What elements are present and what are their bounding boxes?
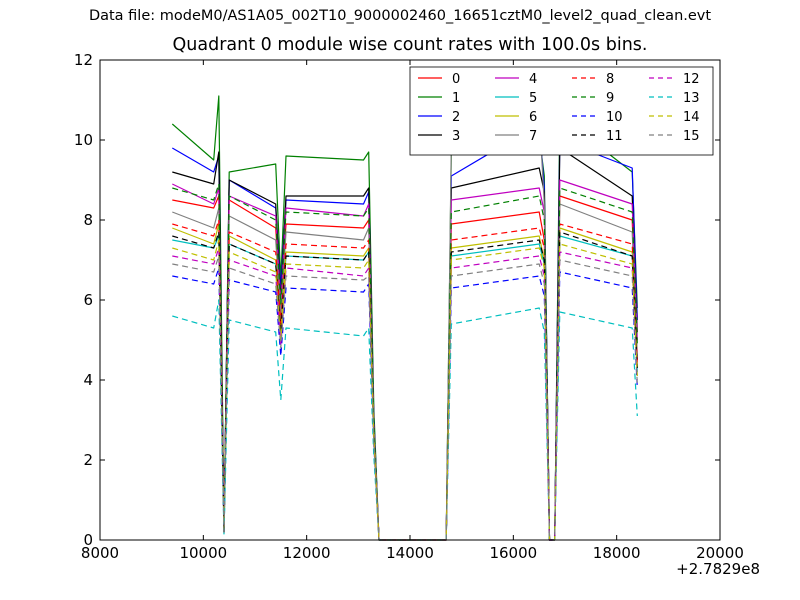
y-tick-label: 12 <box>74 51 93 69</box>
series-14-line <box>172 239 638 541</box>
series-7-line <box>172 111 638 541</box>
legend-label-9: 9 <box>606 91 614 106</box>
series-8-line <box>172 219 638 541</box>
y-tick-label: 6 <box>83 291 93 309</box>
series-1-line <box>171 95 638 541</box>
legend-label-15: 15 <box>683 129 700 144</box>
series-12-line <box>172 247 638 541</box>
series-layer <box>171 95 638 541</box>
x-tick-label: 10000 <box>179 544 227 562</box>
legend-label-10: 10 <box>606 110 623 125</box>
y-tick-label: 8 <box>83 211 93 229</box>
x-axis-offset-label: +2.7829e8 <box>676 560 760 578</box>
y-tick-label: 0 <box>83 531 93 549</box>
x-tick-label: 18000 <box>593 544 641 562</box>
series-5-line <box>172 235 638 541</box>
series-10-line <box>172 267 638 541</box>
y-tick-label: 2 <box>83 451 93 469</box>
legend-label-12: 12 <box>683 72 700 87</box>
series-13-line <box>172 299 638 541</box>
series-0-line <box>172 195 638 541</box>
x-tick-label: 20000 <box>696 544 744 562</box>
legend-box <box>409 66 714 156</box>
legend-label-5: 5 <box>529 91 537 106</box>
legend-label-4: 4 <box>529 72 537 87</box>
legend-label-14: 14 <box>683 110 700 125</box>
legend-label-11: 11 <box>606 129 623 144</box>
y-tick-label: 4 <box>83 371 93 389</box>
legend-label-6: 6 <box>529 110 537 125</box>
legend-label-8: 8 <box>606 72 614 87</box>
series-15-line <box>172 255 638 541</box>
y-tick-label: 10 <box>74 131 93 149</box>
legend-label-1: 1 <box>452 91 460 106</box>
series-6-line <box>172 223 638 541</box>
legend-label-13: 13 <box>683 91 700 106</box>
legend-label-7: 7 <box>529 129 537 144</box>
x-tick-label: 12000 <box>283 544 331 562</box>
chart-title: Quadrant 0 module wise count rates with … <box>172 35 648 55</box>
legend-label-3: 3 <box>452 129 460 144</box>
figure-suptitle: Data file: modeM0/AS1A05_002T10_90000024… <box>88 8 712 24</box>
x-axis: 8000 10000 12000 14000 16000 18000 20000 <box>81 60 744 562</box>
series-11-line <box>172 231 638 541</box>
x-tick-label: 16000 <box>489 544 537 562</box>
legend-label-2: 2 <box>452 110 460 125</box>
x-tick-label: 14000 <box>386 544 434 562</box>
legend-label-0: 0 <box>452 72 460 87</box>
x-tick-label: 8000 <box>81 544 119 562</box>
